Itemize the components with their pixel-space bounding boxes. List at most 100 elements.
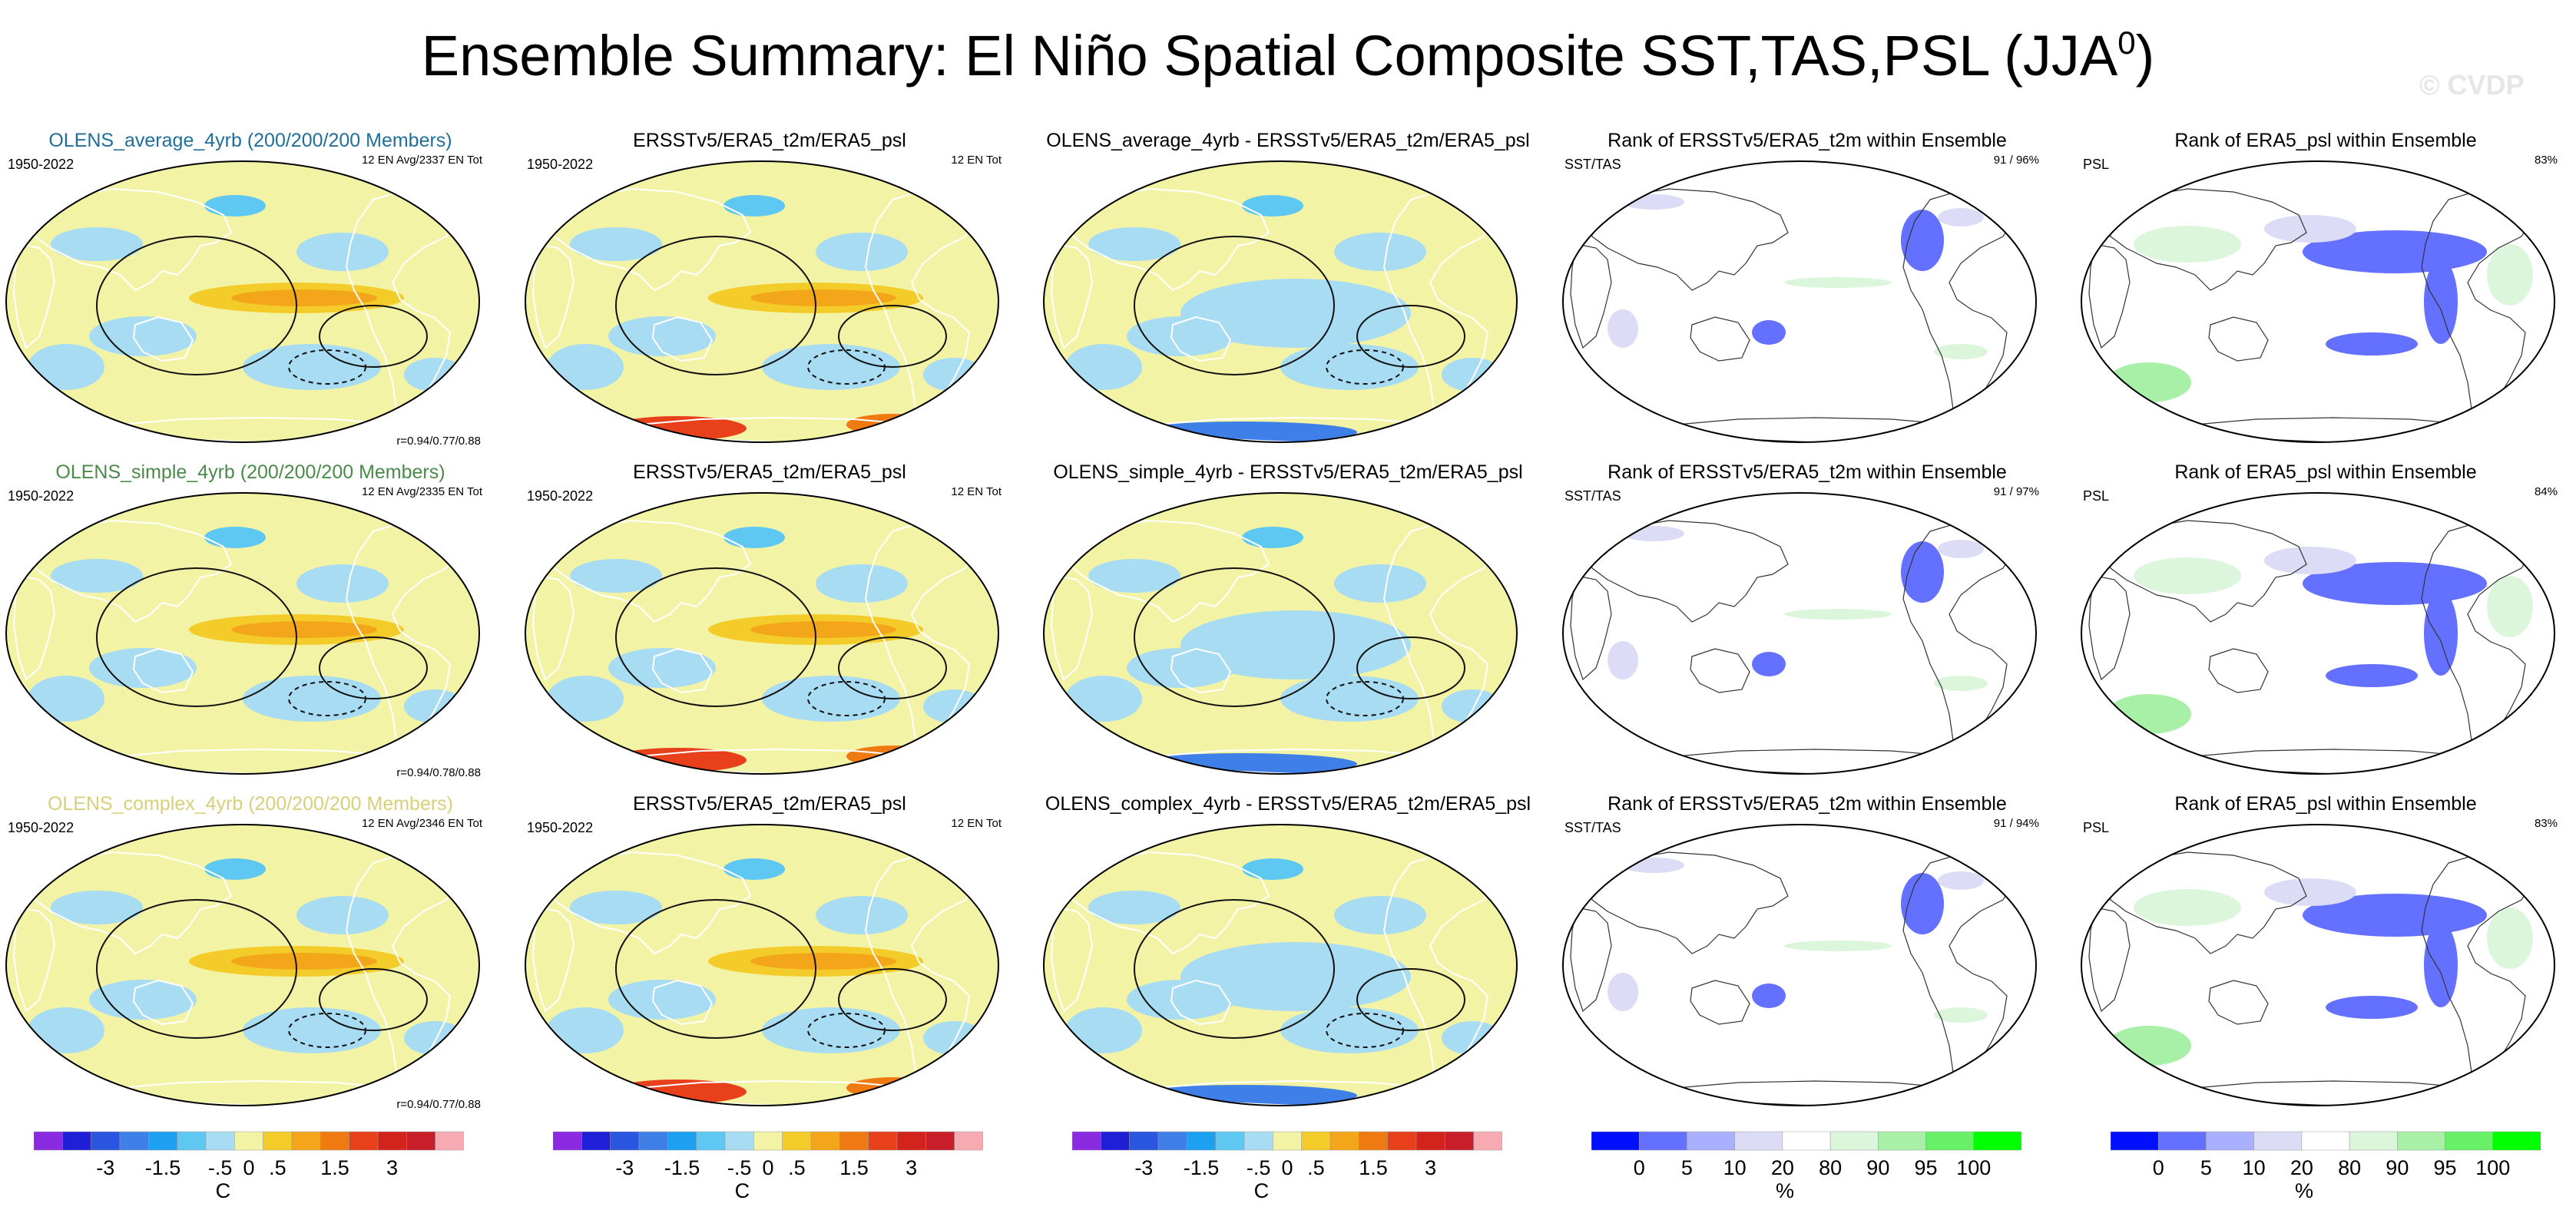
coastline-americas bbox=[2421, 853, 2534, 1089]
colorbar-swatch bbox=[1878, 1131, 1926, 1151]
robinson-map bbox=[2081, 492, 2555, 775]
panel-left-label: 1950-2022 bbox=[527, 157, 594, 172]
robinson-map bbox=[525, 160, 999, 443]
panel-left-label: SST/TAS bbox=[1564, 820, 1621, 835]
coastline-americas bbox=[1902, 853, 2015, 1089]
field-anomaly-patch bbox=[1088, 559, 1180, 593]
field-anomaly-patch bbox=[2326, 332, 2418, 355]
colorbar-swatch bbox=[349, 1131, 379, 1151]
panel-title: OLENS_simple_4yrb (200/200/200 Members) bbox=[55, 461, 445, 483]
field-anomaly-patch bbox=[1242, 195, 1303, 217]
field-anomaly-patch bbox=[2326, 996, 2418, 1019]
colorbar-tick-label: -1.5 bbox=[1183, 1156, 1220, 1179]
panel-left-label: PSL bbox=[2083, 488, 2110, 504]
colorbar-tick-label: -3 bbox=[96, 1156, 115, 1179]
coastline-americas bbox=[2421, 521, 2534, 758]
map-panel: Rank of ERA5_psl within Ensemble PSL 83% bbox=[2080, 129, 2571, 455]
colorbar-tick-label: -.5 bbox=[1246, 1156, 1271, 1179]
panel-title: Rank of ERSSTv5/ERA5_t2m within Ensemble bbox=[1608, 461, 2007, 483]
field-anomaly-patch bbox=[1938, 871, 1984, 890]
field-anomaly-patch bbox=[51, 559, 143, 593]
coastline-australia bbox=[2208, 648, 2269, 693]
colorbar-swatch bbox=[1359, 1131, 1388, 1151]
colorbar-swatch bbox=[1829, 1131, 1879, 1151]
field-anomaly-patch bbox=[1901, 873, 1944, 934]
colorbar-swatch bbox=[1329, 1131, 1359, 1151]
field-anomaly-patch bbox=[1334, 564, 1426, 603]
coastline-africa bbox=[12, 574, 56, 681]
colorbar-swatch bbox=[148, 1131, 177, 1151]
field-anomaly-patch bbox=[2424, 591, 2458, 676]
colorbar-unit: C bbox=[215, 1179, 231, 1202]
map-panel: OLENS_complex_4yrb - ERSSTv5/ERA5_t2m/ER… bbox=[1042, 792, 1534, 1119]
field-anomaly-patch bbox=[750, 953, 896, 970]
coastline-australia bbox=[1690, 648, 1750, 693]
colorbar-unit: C bbox=[734, 1179, 750, 1202]
coastline-australia bbox=[1170, 979, 1232, 1026]
coastline-greenland bbox=[2509, 849, 2549, 879]
field-anomaly-patch bbox=[750, 621, 896, 638]
field-anomaly-patch bbox=[2264, 878, 2356, 906]
psl-contour bbox=[838, 636, 947, 699]
colorbar-swatch bbox=[1157, 1131, 1187, 1151]
field-anomaly-patch bbox=[1784, 609, 1892, 620]
colorbar-tick-label: 5 bbox=[2200, 1156, 2212, 1179]
coastline-australia bbox=[1690, 316, 1750, 362]
colorbar-swatch bbox=[2111, 1131, 2159, 1151]
psl-contour bbox=[319, 305, 428, 368]
field-anomaly-patch bbox=[762, 1007, 900, 1053]
robinson-map bbox=[525, 492, 999, 775]
panel-left-label: 1950-2022 bbox=[527, 820, 594, 835]
field-anomaly-patch bbox=[762, 676, 900, 722]
colorbar-unit: C bbox=[1253, 1179, 1270, 1202]
field-anomaly-patch bbox=[2264, 547, 2356, 574]
field-anomaly-patch bbox=[1608, 309, 1638, 348]
field-anomaly-patch bbox=[2424, 260, 2458, 344]
panel-right-label: 12 EN Tot bbox=[951, 817, 1002, 830]
psl-contour bbox=[1134, 567, 1335, 707]
colorbar-swatch bbox=[34, 1131, 63, 1151]
coastline-australia bbox=[2208, 980, 2269, 1025]
coastline-americas bbox=[345, 521, 459, 758]
pattern-correlation-label: r=0.94/0.77/0.88 bbox=[396, 435, 481, 448]
colorbar-swatch bbox=[1243, 1131, 1273, 1151]
colorbar-tick-label: -1.5 bbox=[664, 1156, 700, 1179]
colorbar-tick-label: .5 bbox=[788, 1156, 806, 1179]
colorbar-swatch bbox=[2301, 1131, 2350, 1151]
robinson-map bbox=[525, 824, 999, 1106]
field-anomaly-patch bbox=[1901, 541, 1944, 603]
colorbar-swatch bbox=[2206, 1131, 2254, 1151]
colorbar-tick-label: 1.5 bbox=[1359, 1156, 1388, 1179]
field-anomaly-patch bbox=[608, 1079, 747, 1104]
robinson-map bbox=[2081, 824, 2555, 1106]
psl-contour bbox=[1134, 899, 1335, 1039]
map-border bbox=[1562, 492, 2037, 775]
colorbar-swatch bbox=[1973, 1131, 2021, 1151]
panel-left-label: 1950-2022 bbox=[8, 820, 74, 835]
field-anomaly-patch bbox=[1934, 1007, 1988, 1023]
colorbar-tick-label: 3 bbox=[386, 1156, 399, 1179]
psl-contour bbox=[807, 349, 886, 385]
field-anomaly-patch bbox=[608, 748, 747, 772]
robinson-map bbox=[5, 492, 480, 775]
psl-contour bbox=[615, 567, 816, 707]
colorbar-swatch bbox=[1782, 1131, 1831, 1151]
coastline-americas bbox=[345, 189, 459, 426]
colorbar-tick-label: 1.5 bbox=[839, 1156, 869, 1179]
panel-right-label: 91 / 97% bbox=[1993, 485, 2039, 498]
map-border bbox=[1562, 160, 2037, 443]
colorbar-tick-label: 0 bbox=[243, 1156, 255, 1179]
robinson-map bbox=[1043, 160, 1518, 443]
colorbar-tick-label: 0 bbox=[1633, 1156, 1645, 1179]
coastline-australia bbox=[1170, 647, 1232, 694]
coastline-eurasia bbox=[1588, 851, 1789, 954]
coastline-greenland bbox=[952, 848, 994, 880]
map-border bbox=[525, 160, 999, 443]
field-anomaly-patch bbox=[1180, 279, 1411, 348]
field-anomaly-patch bbox=[1934, 344, 1988, 359]
field-anomaly-patch bbox=[2107, 362, 2191, 402]
map-border bbox=[2081, 824, 2555, 1106]
field-anomaly-patch bbox=[28, 344, 104, 390]
coastline-australia bbox=[651, 979, 714, 1026]
colorbar-swatch bbox=[234, 1131, 263, 1151]
